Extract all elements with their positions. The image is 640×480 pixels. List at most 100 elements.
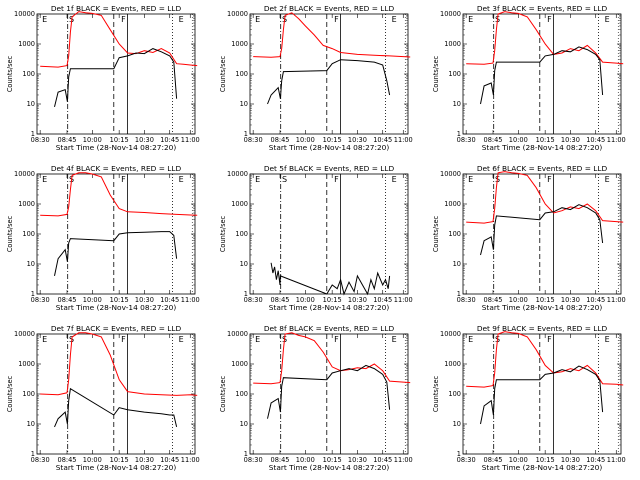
x-axis-label: Start Time (28-Nov-14 08:27:20) bbox=[269, 143, 390, 152]
phase-marker-label: E bbox=[392, 15, 397, 24]
chart-svg: Det 6f BLACK = Events, RED = LLD 1 10 100 10… bbox=[432, 164, 626, 312]
phase-marker-label: E bbox=[42, 335, 47, 344]
x-tick-label: 10:15 bbox=[110, 296, 129, 304]
chart-panel-5: Det 5f BLACK = Events, RED = LLD 1 10 100 10… bbox=[213, 160, 426, 320]
phase-marker-label: E bbox=[468, 175, 473, 184]
x-tick-label: 11:00 bbox=[394, 296, 413, 304]
chart-svg: Det 1f BLACK = Events, RED = LLD 1 10 100 10… bbox=[6, 4, 200, 152]
chart-title: Det 9f BLACK = Events, RED = LLD bbox=[477, 324, 608, 333]
y-tick-label: 10 bbox=[27, 260, 35, 268]
chart-title: Det 7f BLACK = Events, RED = LLD bbox=[51, 324, 182, 333]
phase-marker-label: F bbox=[334, 175, 339, 184]
chart-panel-6: Det 6f BLACK = Events, RED = LLD 1 10 100 10… bbox=[426, 160, 639, 320]
phase-marker-label: E bbox=[179, 175, 184, 184]
x-tick-label: 08:30 bbox=[244, 456, 263, 464]
x-tick-label: 10:15 bbox=[536, 296, 555, 304]
x-tick-label: 10:45 bbox=[373, 456, 392, 464]
series-line-lld bbox=[40, 11, 198, 68]
plot-frame bbox=[36, 173, 196, 295]
chart-panel-2: Det 2f BLACK = Events, RED = LLD 1 10 100 10… bbox=[213, 0, 426, 160]
y-tick-label: 100 bbox=[22, 70, 35, 78]
x-tick-label: 10:15 bbox=[323, 456, 342, 464]
x-tick-label: 10:15 bbox=[536, 136, 555, 144]
y-tick-label: 10 bbox=[27, 100, 35, 108]
x-tick-label: 10:00 bbox=[83, 456, 102, 464]
y-tick-label: 100 bbox=[22, 230, 35, 238]
x-tick-label: 10:45 bbox=[373, 296, 392, 304]
y-tick-label: 1000 bbox=[444, 200, 461, 208]
phase-marker-label: E bbox=[255, 175, 260, 184]
phase-marker-label: E bbox=[42, 15, 47, 24]
y-axis-label: Counts/sec bbox=[6, 375, 14, 412]
x-axis-label: Start Time (28-Nov-14 08:27:20) bbox=[269, 303, 390, 312]
series-line-lld bbox=[466, 11, 624, 65]
series-line-events bbox=[270, 262, 391, 296]
y-tick-label: 1 bbox=[457, 450, 461, 458]
y-tick-label: 10 bbox=[453, 100, 461, 108]
x-tick-label: 08:30 bbox=[244, 296, 263, 304]
x-axis-label: Start Time (28-Nov-14 08:27:20) bbox=[482, 463, 603, 472]
x-tick-label: 10:30 bbox=[135, 136, 154, 144]
y-axis-label: Counts/sec bbox=[6, 55, 14, 92]
x-axis-label: Start Time (28-Nov-14 08:27:20) bbox=[56, 463, 177, 472]
x-tick-label: 08:30 bbox=[457, 296, 476, 304]
y-tick-label: 1000 bbox=[231, 360, 248, 368]
x-tick-label: 10:45 bbox=[373, 136, 392, 144]
x-tick-label: 10:00 bbox=[296, 136, 315, 144]
x-tick-label: 08:45 bbox=[58, 296, 77, 304]
x-tick-label: 08:45 bbox=[484, 296, 503, 304]
chart-title: Det 4f BLACK = Events, RED = LLD bbox=[51, 164, 182, 173]
chart-panel-1: Det 1f BLACK = Events, RED = LLD 1 10 100 10… bbox=[0, 0, 213, 160]
series-line-events bbox=[54, 387, 178, 428]
chart-title: Det 5f BLACK = Events, RED = LLD bbox=[264, 164, 395, 173]
x-axis-label: Start Time (28-Nov-14 08:27:20) bbox=[482, 303, 603, 312]
y-tick-label: 100 bbox=[235, 230, 248, 238]
chart-svg: Det 4f BLACK = Events, RED = LLD 1 10 100 10… bbox=[6, 164, 200, 312]
x-tick-label: 10:30 bbox=[348, 296, 367, 304]
y-axis-label: Counts/sec bbox=[432, 375, 440, 412]
phase-marker-label: E bbox=[392, 175, 397, 184]
y-tick-label: 10 bbox=[453, 420, 461, 428]
y-tick-label: 1 bbox=[457, 130, 461, 138]
phase-marker-label: F bbox=[121, 175, 126, 184]
chart-svg: Det 2f BLACK = Events, RED = LLD 1 10 100 10… bbox=[219, 4, 413, 152]
x-tick-label: 10:00 bbox=[83, 136, 102, 144]
y-tick-label: 10 bbox=[240, 420, 248, 428]
y-tick-label: 10000 bbox=[440, 330, 461, 338]
x-tick-label: 10:15 bbox=[110, 456, 129, 464]
series-line-events bbox=[267, 59, 391, 105]
x-tick-label: 08:45 bbox=[58, 456, 77, 464]
series-line-events bbox=[480, 365, 604, 425]
x-tick-label: 11:00 bbox=[394, 456, 413, 464]
y-tick-label: 10 bbox=[240, 260, 248, 268]
x-axis-label: Start Time (28-Nov-14 08:27:20) bbox=[269, 463, 390, 472]
plot-frame bbox=[462, 173, 622, 295]
x-tick-label: 10:00 bbox=[296, 456, 315, 464]
series-line-lld bbox=[253, 12, 411, 58]
x-tick-label: 10:30 bbox=[561, 296, 580, 304]
x-axis-label: Start Time (28-Nov-14 08:27:20) bbox=[56, 303, 177, 312]
y-tick-label: 1000 bbox=[18, 360, 35, 368]
y-tick-label: 1000 bbox=[231, 40, 248, 48]
x-tick-label: 11:00 bbox=[181, 136, 200, 144]
x-tick-label: 08:30 bbox=[457, 136, 476, 144]
phase-marker-label: E bbox=[42, 175, 47, 184]
y-tick-label: 1000 bbox=[444, 360, 461, 368]
series-line-lld bbox=[466, 171, 624, 224]
x-tick-label: 10:00 bbox=[509, 296, 528, 304]
x-tick-label: 08:30 bbox=[457, 456, 476, 464]
y-tick-label: 1 bbox=[31, 450, 35, 458]
y-tick-label: 10000 bbox=[14, 330, 35, 338]
x-tick-label: 10:45 bbox=[586, 136, 605, 144]
phase-marker-label: E bbox=[179, 15, 184, 24]
chart-title: Det 3f BLACK = Events, RED = LLD bbox=[477, 4, 608, 13]
x-tick-label: 10:45 bbox=[160, 296, 179, 304]
plot-frame bbox=[249, 13, 409, 135]
x-tick-label: 08:45 bbox=[58, 136, 77, 144]
y-tick-label: 10000 bbox=[440, 10, 461, 18]
chart-panel-7: Det 7f BLACK = Events, RED = LLD 1 10 100 10… bbox=[0, 320, 213, 480]
chart-svg: Det 9f BLACK = Events, RED = LLD 1 10 100 10… bbox=[432, 324, 626, 472]
x-tick-label: 10:30 bbox=[348, 456, 367, 464]
chart-title: Det 6f BLACK = Events, RED = LLD bbox=[477, 164, 608, 173]
series-line-events bbox=[54, 48, 178, 108]
